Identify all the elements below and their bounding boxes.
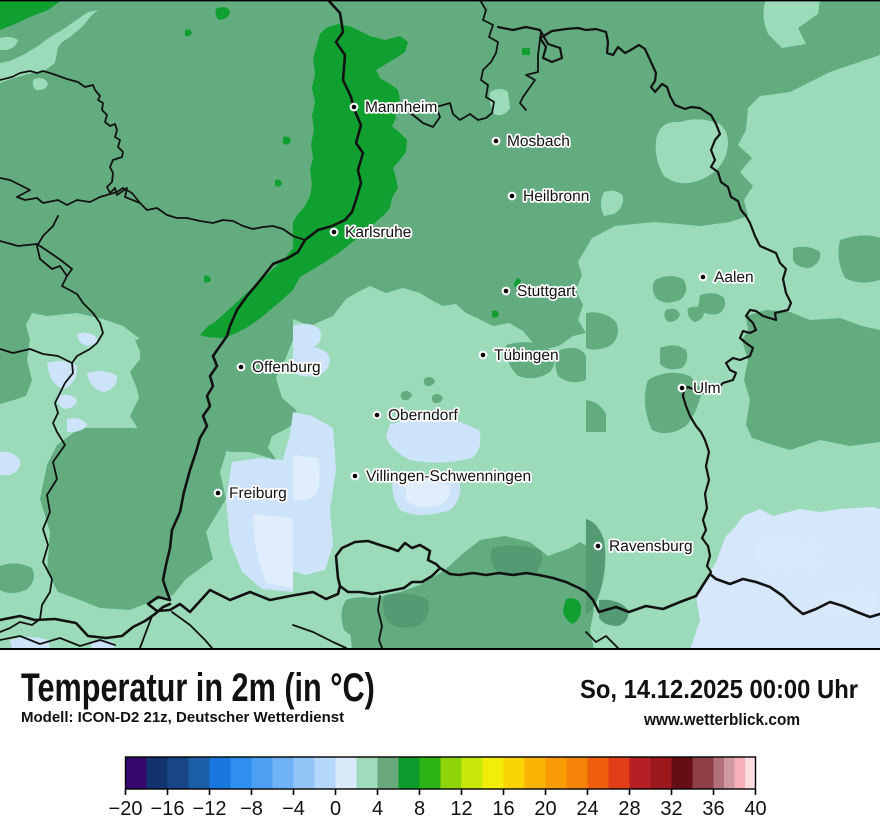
svg-text:−8: −8: [240, 798, 263, 820]
svg-text:Karlsruhe: Karlsruhe: [345, 224, 411, 241]
svg-text:Offenburg: Offenburg: [252, 359, 321, 376]
svg-text:24: 24: [576, 798, 598, 820]
svg-text:Heilbronn: Heilbronn: [523, 188, 589, 205]
svg-text:32: 32: [660, 798, 682, 820]
svg-text:Tübingen: Tübingen: [494, 347, 559, 364]
svg-text:−4: −4: [282, 798, 305, 820]
svg-text:−20: −20: [109, 798, 143, 820]
svg-text:Mosbach: Mosbach: [507, 133, 570, 150]
svg-text:8: 8: [414, 798, 425, 820]
svg-text:16: 16: [492, 798, 514, 820]
svg-text:Aalen: Aalen: [714, 269, 754, 286]
svg-text:20: 20: [534, 798, 556, 820]
svg-text:28: 28: [618, 798, 640, 820]
svg-text:Freiburg: Freiburg: [229, 485, 287, 502]
svg-text:0: 0: [330, 798, 341, 820]
svg-text:Oberndorf: Oberndorf: [388, 407, 458, 424]
svg-text:12: 12: [450, 798, 472, 820]
svg-text:Villingen-Schwenningen: Villingen-Schwenningen: [366, 468, 531, 485]
svg-text:40: 40: [744, 798, 766, 820]
svg-text:Ulm: Ulm: [693, 380, 721, 397]
svg-text:−12: −12: [193, 798, 227, 820]
svg-text:−16: −16: [151, 798, 185, 820]
svg-text:Mannheim: Mannheim: [365, 99, 437, 116]
svg-text:36: 36: [702, 798, 724, 820]
svg-text:Ravensburg: Ravensburg: [609, 538, 693, 555]
svg-text:Stuttgart: Stuttgart: [517, 283, 576, 300]
svg-text:4: 4: [372, 798, 383, 820]
